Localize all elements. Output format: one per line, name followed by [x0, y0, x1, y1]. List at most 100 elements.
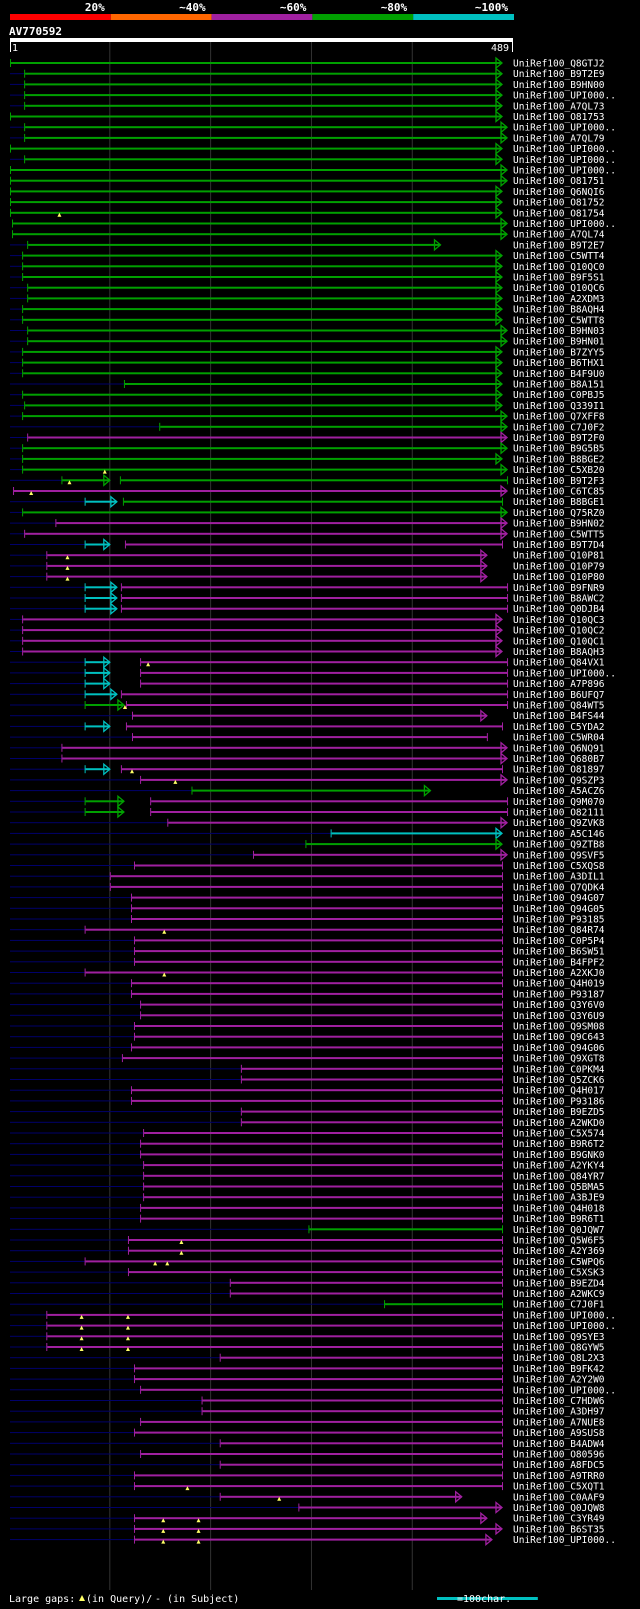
hit-label[interactable]: UniRef100_Q3Y6U9	[513, 1011, 605, 1022]
hit-row[interactable]: UniRef100_Q10P81	[10, 548, 605, 562]
hit-label[interactable]: UniRef100_Q6NQ91	[513, 743, 605, 754]
hit-row[interactable]: UniRef100_B9FK42	[10, 1364, 605, 1375]
hit-row[interactable]: UniRef100_B9T2E9	[10, 67, 605, 81]
hit-row[interactable]: UniRef100_UPI000..	[10, 152, 616, 166]
hit-row[interactable]: UniRef100_B9EZD5	[10, 1107, 605, 1118]
hit-label[interactable]: UniRef100_Q10QC1	[513, 636, 605, 647]
hit-row[interactable]: UniRef100_Q10QC3	[10, 613, 605, 626]
hit-row[interactable]: UniRef100_B6THX1	[10, 356, 605, 370]
hit-row[interactable]: UniRef100_Q0DJB4	[10, 602, 605, 616]
hit-row[interactable]: UniRef100_C0AAF9	[10, 1490, 605, 1504]
hit-label[interactable]: UniRef100_Q8GYW5	[513, 1343, 605, 1354]
hit-row[interactable]: UniRef100_Q6NQ91	[10, 741, 605, 755]
hit-label[interactable]: UniRef100_UPI000..	[513, 668, 616, 679]
hit-label[interactable]: UniRef100_Q10P79	[513, 561, 605, 572]
hit-row[interactable]: UniRef100_B4F9U0	[10, 366, 605, 380]
hit-row[interactable]: UniRef100_O81752	[10, 195, 605, 209]
hit-row[interactable]: UniRef100_C5WTT8	[10, 313, 605, 327]
hit-row[interactable]: UniRef100_Q4H018	[10, 1203, 605, 1214]
hit-label[interactable]: UniRef100_Q10QC0	[513, 262, 605, 273]
hit-row[interactable]: UniRef100_B6ST35	[10, 1522, 605, 1536]
hit-label[interactable]: UniRef100_Q0JQW7	[513, 1225, 605, 1236]
hit-label[interactable]: UniRef100_B9GNK0	[513, 1150, 605, 1161]
hit-row[interactable]: UniRef100_B9T7D4	[10, 538, 605, 552]
hit-row[interactable]: UniRef100_B9F5S1	[10, 270, 605, 284]
hit-row[interactable]: UniRef100_B8AQH4	[10, 302, 605, 316]
hit-row[interactable]: UniRef100_Q84R74	[10, 925, 605, 936]
hit-row[interactable]: UniRef100_C3YR49	[10, 1511, 605, 1525]
hit-label[interactable]: UniRef100_C5WTT8	[513, 315, 605, 326]
hit-row[interactable]: UniRef100_Q4H019	[10, 979, 605, 990]
hit-row[interactable]: UniRef100_C5X574	[10, 1129, 605, 1140]
hit-row[interactable]: UniRef100_Q3Y6U9	[10, 1011, 605, 1022]
hit-row[interactable]: UniRef100_Q5BMA5	[10, 1182, 605, 1193]
hit-row[interactable]: UniRef100_Q9M070	[10, 794, 605, 808]
hit-row[interactable]: UniRef100_Q10QC0	[10, 259, 605, 273]
hit-row[interactable]: UniRef100_A2XKJ0	[10, 968, 605, 979]
hit-label[interactable]: UniRef100_A3DIL1	[513, 872, 605, 883]
hit-row[interactable]: UniRef100_A7QL73	[10, 99, 605, 113]
hit-row[interactable]: UniRef100_A7QL74	[12, 227, 605, 241]
hit-row[interactable]: UniRef100_Q84YR7	[10, 1171, 605, 1182]
hit-row[interactable]: UniRef100_A9TRR0	[10, 1471, 605, 1482]
hit-row[interactable]: UniRef100_UPI000..	[10, 1321, 616, 1332]
hit-label[interactable]: UniRef100_P93186	[513, 1096, 605, 1107]
hit-row[interactable]: UniRef100_Q3Y6V0	[10, 1000, 605, 1011]
hit-row[interactable]: UniRef100_UPI000..	[10, 120, 616, 134]
hit-label[interactable]: UniRef100_A2YKY4	[513, 1161, 605, 1172]
hit-label[interactable]: UniRef100_O81754	[513, 208, 605, 219]
hit-label[interactable]: UniRef100_B9R6T2	[513, 1139, 605, 1150]
hit-label[interactable]: UniRef100_B9HN03	[513, 326, 605, 337]
hit-label[interactable]: UniRef100_Q84VX1	[513, 658, 605, 669]
hit-label[interactable]: UniRef100_UPI000..	[513, 123, 616, 134]
hit-row[interactable]: UniRef100_Q75RZ0	[10, 506, 605, 519]
hit-label[interactable]: UniRef100_B8AQH4	[513, 305, 605, 316]
hit-label[interactable]: UniRef100_B8AWC2	[513, 594, 605, 605]
hit-row[interactable]: UniRef100_A7QL79	[10, 131, 605, 145]
hit-label[interactable]: UniRef100_A9TRR0	[513, 1471, 605, 1482]
hit-label[interactable]: UniRef100_A9SUS8	[513, 1428, 605, 1439]
hit-label[interactable]: UniRef100_Q680B7	[513, 754, 605, 765]
hit-row[interactable]: UniRef100_A2XDM3	[10, 292, 605, 305]
hit-row[interactable]: UniRef100_A2WKD0	[10, 1118, 605, 1129]
hit-row[interactable]: UniRef100_O81897	[10, 762, 605, 776]
hit-row[interactable]: UniRef100_B8BGE1	[10, 495, 605, 509]
hit-row[interactable]: UniRef100_UPI000..	[10, 88, 616, 102]
hit-label[interactable]: UniRef100_O81751	[513, 176, 605, 187]
hit-label[interactable]: UniRef100_Q6NQI6	[513, 187, 605, 198]
hit-row[interactable]: UniRef100_Q0JQW7	[10, 1225, 605, 1236]
hit-row[interactable]: UniRef100_C5XQS8	[10, 861, 605, 872]
hit-label[interactable]: UniRef100_UPI000..	[513, 1385, 616, 1396]
hit-row[interactable]: UniRef100_B9FNR9	[10, 580, 605, 594]
hit-row[interactable]: UniRef100_Q10P80	[10, 570, 605, 584]
hit-label[interactable]: UniRef100_C7J0F2	[513, 422, 605, 433]
hit-label[interactable]: UniRef100_Q84YR7	[513, 1171, 605, 1182]
hit-row[interactable]: UniRef100_Q8GYW5	[10, 1343, 605, 1354]
hit-label[interactable]: UniRef100_O81897	[513, 765, 605, 776]
hit-label[interactable]: UniRef100_O81752	[513, 198, 605, 209]
hit-label[interactable]: UniRef100_Q9SM08	[513, 1022, 605, 1033]
hit-label[interactable]: UniRef100_B7ZYY5	[513, 347, 605, 358]
hit-label[interactable]: UniRef100_B9HN00	[513, 80, 605, 91]
hit-label[interactable]: UniRef100_Q9SZP3	[513, 775, 605, 786]
hit-label[interactable]: UniRef100_A2WKC9	[513, 1289, 605, 1300]
hit-row[interactable]: UniRef100_P93187	[10, 989, 605, 1000]
hit-row[interactable]: UniRef100_A2Y369	[10, 1246, 605, 1257]
hit-label[interactable]: UniRef100_UPI000..	[513, 1321, 616, 1332]
hit-label[interactable]: UniRef100_B6THX1	[513, 358, 605, 369]
hit-row[interactable]: UniRef100_C0PKM4	[10, 1064, 605, 1075]
hit-label[interactable]: UniRef100_B6UFQ7	[513, 690, 605, 701]
hit-label[interactable]: UniRef100_Q94G07	[513, 893, 605, 904]
hit-row[interactable]: UniRef100_Q339I1	[10, 399, 605, 412]
hit-label[interactable]: UniRef100_UPI000..	[513, 155, 616, 166]
hit-row[interactable]: UniRef100_Q7XFF8	[10, 409, 605, 423]
hit-row[interactable]: UniRef100_C5XSK3	[10, 1268, 605, 1279]
hit-label[interactable]: UniRef100_Q7QDK4	[513, 882, 605, 893]
hit-row[interactable]: UniRef100_C0PBJ5	[10, 388, 605, 402]
hit-row[interactable]: UniRef100_Q9XGT8	[10, 1054, 605, 1065]
hit-row[interactable]: UniRef100_Q84VX1	[10, 655, 605, 669]
hit-row[interactable]: UniRef100_Q84WT5	[10, 698, 605, 712]
hit-row[interactable]: UniRef100_Q9ZVK8	[10, 816, 605, 830]
hit-row[interactable]: UniRef100_B9T2F3	[10, 473, 605, 487]
hit-label[interactable]: UniRef100_B9HN02	[513, 519, 605, 530]
